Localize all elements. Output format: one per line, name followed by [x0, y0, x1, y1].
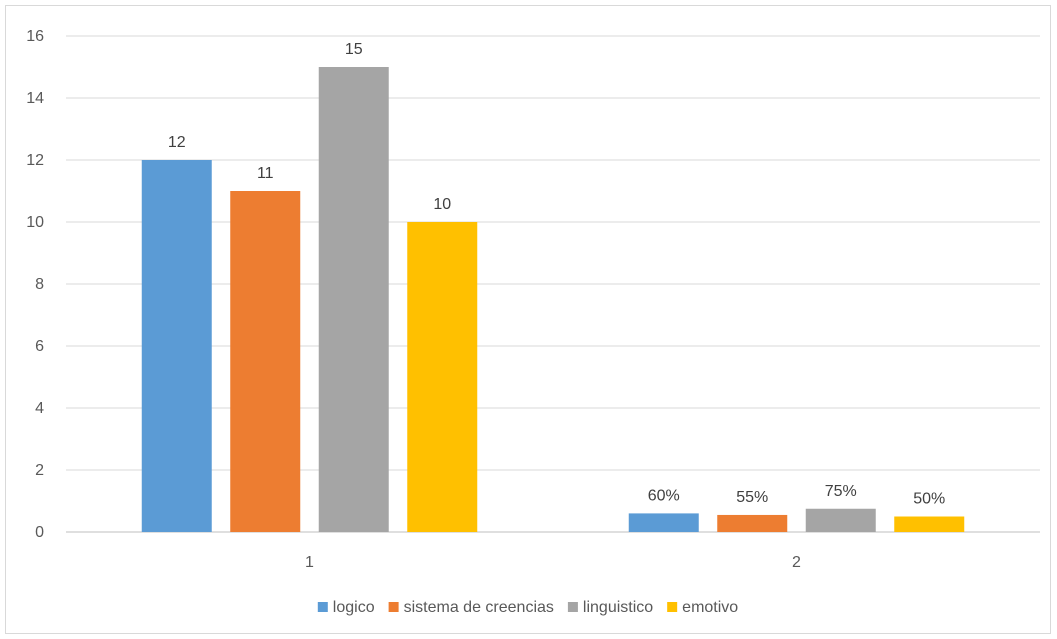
data-label: 10 — [433, 196, 451, 213]
legend-swatch — [567, 602, 578, 612]
bar-logico-cat-2 — [628, 513, 699, 532]
bar-logico-cat-1 — [141, 160, 212, 532]
legend-item: linguistico — [567, 599, 653, 616]
legend: logico sistema de creencias linguistico emo… — [317, 599, 738, 616]
y-tick-label: 14 — [26, 90, 44, 107]
y-tick-label: 6 — [35, 338, 44, 355]
data-label: 60% — [648, 487, 680, 504]
legend-label: emotivo — [682, 599, 738, 616]
legend-item: sistema de creencias — [388, 599, 554, 616]
y-tick-label: 8 — [35, 276, 44, 293]
legend-item: emotivo — [667, 599, 738, 616]
bars — [141, 67, 965, 532]
legend-label: logico — [333, 599, 375, 616]
data-labels: 12 11 15 10 60% 55% 75% 50% — [168, 41, 945, 508]
data-label: 12 — [168, 134, 186, 151]
x-tick-label: 1 — [305, 554, 314, 571]
bar-sistema-de-creencias-cat-1 — [230, 191, 301, 532]
legend-item: logico — [317, 599, 375, 616]
y-tick-label: 10 — [26, 214, 44, 231]
legend-label: sistema de creencias — [404, 599, 554, 616]
data-label: 15 — [345, 41, 363, 58]
y-tick-label: 0 — [35, 524, 44, 541]
gridlines — [66, 35, 1040, 533]
data-label: 50% — [913, 491, 945, 508]
legend-swatch — [667, 602, 678, 612]
y-tick-label: 4 — [35, 400, 44, 417]
legend-swatch — [317, 602, 328, 612]
legend-label: linguistico — [583, 599, 653, 616]
bar-linguistico-cat-1 — [318, 67, 389, 532]
bar-linguistico-cat-2 — [805, 508, 876, 532]
data-label: 75% — [825, 483, 857, 500]
data-label: 55% — [736, 489, 768, 506]
y-tick-label: 12 — [26, 152, 44, 169]
y-tick-label: 2 — [35, 462, 44, 479]
bar-emotivo-cat-2 — [894, 516, 965, 532]
bar-sistema-de-creencias-cat-2 — [717, 514, 788, 532]
x-tick-label: 2 — [792, 554, 801, 571]
legend-swatch — [388, 602, 399, 612]
data-label: 11 — [257, 165, 274, 182]
y-tick-label: 16 — [26, 28, 44, 45]
bar-emotivo-cat-1 — [407, 222, 478, 532]
